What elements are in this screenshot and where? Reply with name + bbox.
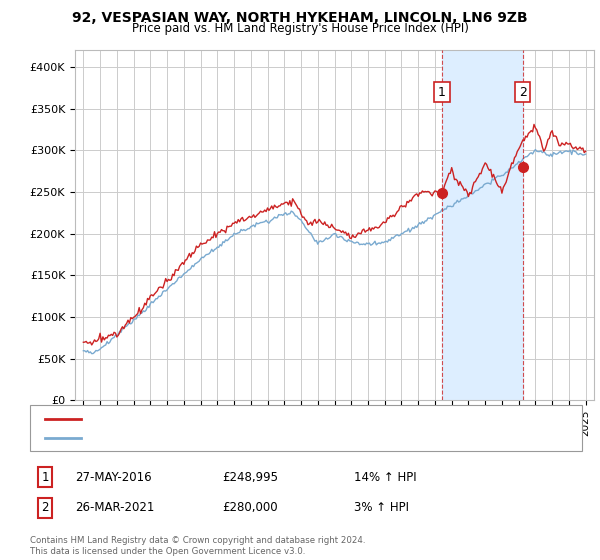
Bar [442,50,523,400]
Text: £280,000: £280,000 [222,501,278,515]
Text: 2: 2 [41,501,49,515]
Text: 14% ↑ HPI: 14% ↑ HPI [354,470,416,484]
Text: £248,995: £248,995 [222,470,278,484]
Text: 1: 1 [41,470,49,484]
Text: 27-MAY-2016: 27-MAY-2016 [75,470,152,484]
Text: 2: 2 [519,86,527,99]
Text: Contains HM Land Registry data © Crown copyright and database right 2024.
This d: Contains HM Land Registry data © Crown c… [30,536,365,556]
Text: Price paid vs. HM Land Registry's House Price Index (HPI): Price paid vs. HM Land Registry's House … [131,22,469,35]
Text: 92, VESPASIAN WAY, NORTH HYKEHAM, LINCOLN, LN6 9ZB (detached house): 92, VESPASIAN WAY, NORTH HYKEHAM, LINCOL… [90,414,488,424]
Text: HPI: Average price, detached house, North Kesteven: HPI: Average price, detached house, Nort… [90,433,363,443]
Text: 3% ↑ HPI: 3% ↑ HPI [354,501,409,515]
Text: 26-MAR-2021: 26-MAR-2021 [75,501,154,515]
Text: 1: 1 [438,86,446,99]
Text: 92, VESPASIAN WAY, NORTH HYKEHAM, LINCOLN, LN6 9ZB: 92, VESPASIAN WAY, NORTH HYKEHAM, LINCOL… [72,11,528,25]
